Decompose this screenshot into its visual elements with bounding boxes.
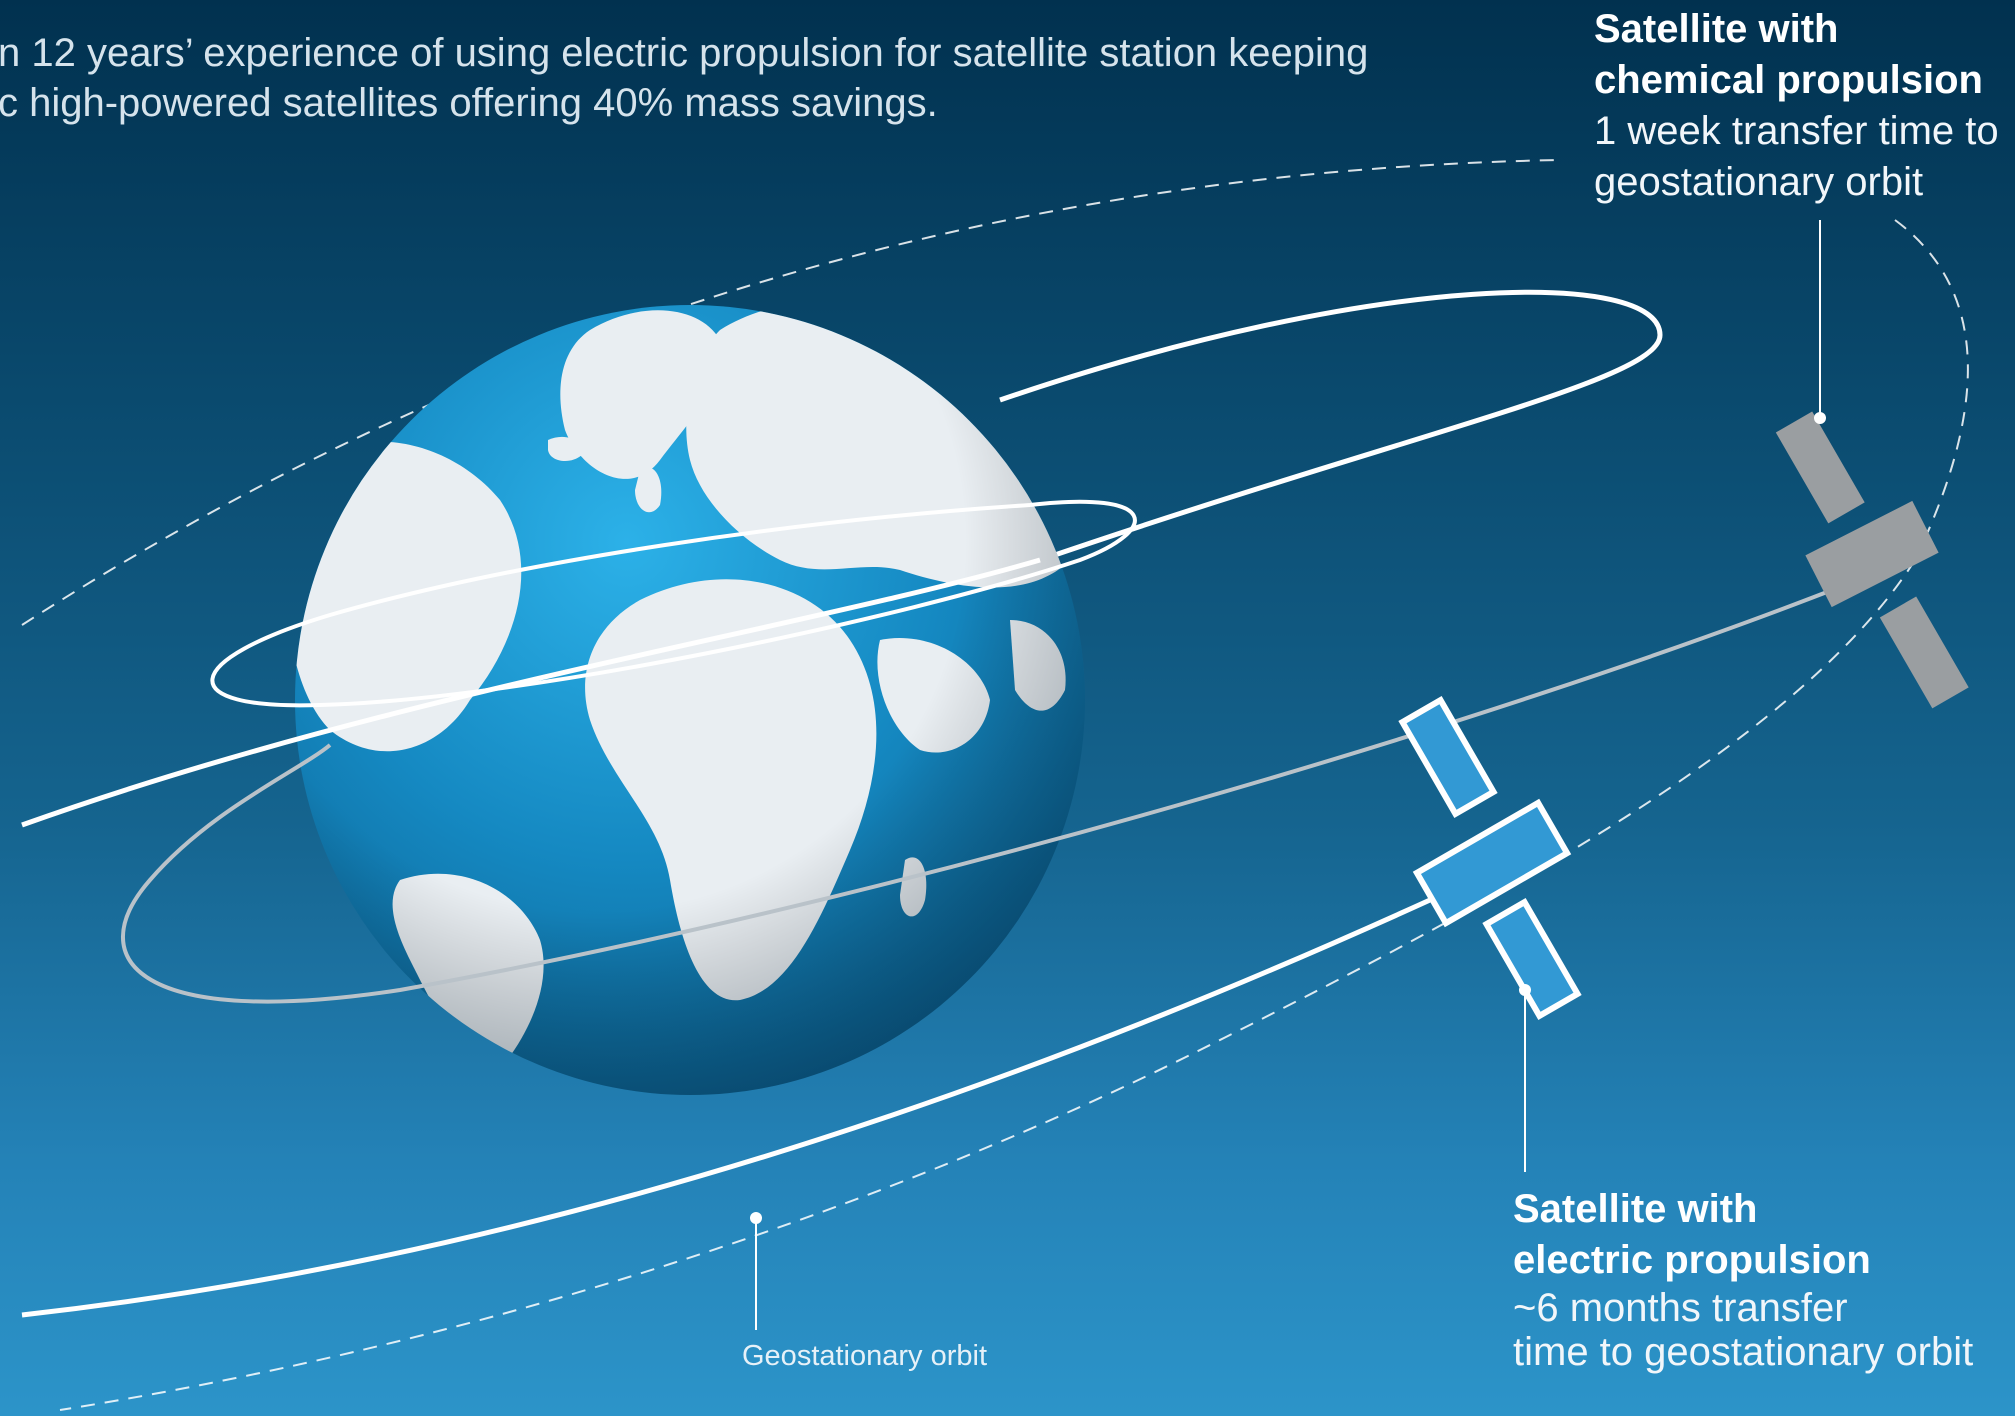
electric-satellite-label: Satellite with electric propulsion ~6 mo… <box>1513 1184 1973 1374</box>
intro-text: n 12 years’ experience of using electric… <box>0 28 1468 128</box>
geostationary-orbit-label: Geostationary orbit <box>742 1340 988 1372</box>
electric-desc-line-1: ~6 months transfer <box>1513 1286 1848 1330</box>
chemical-title-line-1: Satellite with <box>1594 7 1839 51</box>
electric-leader-dot <box>1519 984 1531 996</box>
geostationary-orbit-dashed-near <box>59 559 1916 1411</box>
electric-transfer-orbit-far <box>999 289 1663 563</box>
electric-desc-line-2: time to geostationary orbit <box>1513 1330 1974 1374</box>
electric-transfer-orbit-near <box>21 557 1041 828</box>
chemical-satellite-label: Satellite with chemical propulsion 1 wee… <box>1594 4 1999 208</box>
electric-title-line-1: Satellite with <box>1513 1187 1758 1231</box>
intro-line-2: c high-powered satellites offering 40% m… <box>0 81 938 125</box>
chemical-satellite <box>1775 411 1969 709</box>
earth-globe <box>295 305 1085 1095</box>
chemical-desc-line-2: geostationary orbit <box>1594 160 1924 204</box>
chemical-desc-line-1: 1 week transfer time to <box>1594 109 1999 153</box>
electric-title-line-2: electric propulsion <box>1513 1238 1871 1282</box>
geo-leader-dot <box>750 1212 762 1224</box>
electric-satellite <box>1398 696 1582 1020</box>
chemical-title-line-2: chemical propulsion <box>1594 58 1983 102</box>
geostationary-orbit-dashed-far <box>21 159 1561 626</box>
intro-line-1: n 12 years’ experience of using electric… <box>0 31 1369 75</box>
chemical-leader-dot <box>1814 412 1826 424</box>
low-earth-orbit <box>210 499 1137 708</box>
geostationary-orbit-solid <box>21 897 1432 1318</box>
